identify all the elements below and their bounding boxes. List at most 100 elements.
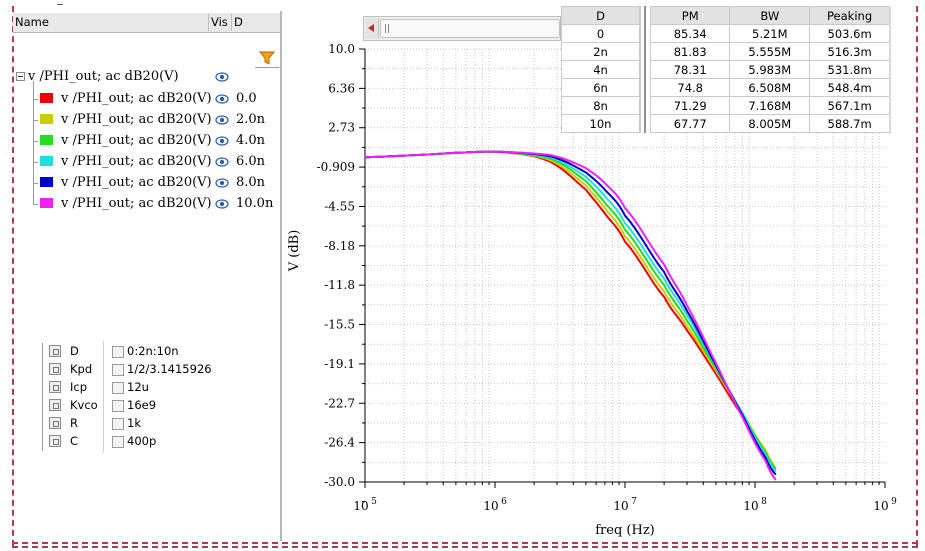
table-cell[interactable]: 78.31 (649, 60, 731, 79)
x-tick-exponent: 9 (891, 497, 897, 507)
column-name-header[interactable]: Name (15, 15, 49, 29)
variable-icon (49, 435, 61, 447)
table-cell[interactable]: 0 (561, 24, 640, 43)
tree-connector (33, 120, 38, 121)
column-separator[interactable] (208, 14, 209, 31)
trace-color-swatch (40, 156, 53, 166)
column-separator[interactable] (231, 14, 232, 31)
table-cell[interactable]: 10n (561, 114, 640, 133)
table-cell[interactable]: 7.168M (729, 96, 811, 115)
table-cell[interactable]: 67.77 (649, 114, 731, 133)
table-cell[interactable]: 5.21M (729, 24, 811, 43)
column-d-header[interactable]: D (234, 15, 243, 29)
panel-divider[interactable] (280, 11, 282, 541)
series-line-10.0n (364, 150, 777, 481)
window-frame-left (12, 6, 14, 546)
trace-label: v /PHI_out; ac dB20(V) (61, 112, 212, 127)
trace-row[interactable]: v /PHI_out; ac dB20(V) (40, 174, 240, 192)
x-tick-label: 10 (873, 499, 888, 513)
table-cell[interactable]: 2n (561, 42, 640, 61)
variable-icon (49, 345, 61, 357)
x-tick-label: 10 (743, 499, 758, 513)
eye-icon[interactable] (215, 94, 229, 104)
tree-root-label: v /PHI_out; ac dB20(V) (28, 69, 179, 84)
table-cell[interactable]: 85.34 (649, 24, 731, 43)
y-tick-label: -30.0 (324, 475, 355, 489)
table-cell[interactable]: 71.29 (649, 96, 731, 115)
eye-icon[interactable] (215, 178, 229, 188)
eye-icon[interactable] (215, 136, 229, 146)
y-tick-label: -15.5 (324, 318, 355, 332)
scroll-left-button[interactable] (365, 18, 379, 39)
eye-icon[interactable] (215, 72, 229, 82)
trace-label: v /PHI_out; ac dB20(V) (61, 154, 212, 169)
table-cell[interactable]: 5.983M (729, 60, 811, 79)
tree-connector (33, 204, 38, 205)
variable-checkbox[interactable] (112, 436, 124, 448)
trace-d-value: 8.0n (236, 175, 266, 190)
column-vis-header[interactable]: Vis (211, 15, 228, 29)
table-edge (889, 6, 891, 134)
trace-row[interactable]: v /PHI_out; ac dB20(V) (40, 195, 240, 213)
table-cell[interactable]: 588.7m (809, 114, 890, 133)
trace-row[interactable]: v /PHI_out; ac dB20(V) (40, 90, 240, 108)
eye-icon[interactable] (215, 157, 229, 167)
variable-value[interactable]: 0:2n:10n (127, 344, 179, 358)
filter-button[interactable] (255, 49, 279, 68)
window-frame-bottom (12, 542, 918, 544)
eye-icon[interactable] (215, 199, 229, 209)
scroll-grip-icon (385, 24, 389, 33)
variable-value[interactable]: 1/2/3.1415926 (127, 362, 212, 376)
table-cell[interactable]: 8n (561, 96, 640, 115)
x-tick-exponent: 6 (501, 497, 507, 507)
plot-scrollbar[interactable] (363, 16, 561, 41)
table-cell[interactable]: 503.6m (809, 24, 890, 43)
table-cell[interactable]: 531.8m (809, 60, 890, 79)
table-cell[interactable]: 6.508M (729, 78, 811, 97)
trace-row[interactable]: v /PHI_out; ac dB20(V) (40, 132, 240, 150)
column-header[interactable]: D (561, 6, 640, 25)
y-tick-label: 6.36 (328, 81, 355, 95)
table-cell[interactable]: 74.8 (649, 78, 731, 97)
table-cell[interactable]: 548.4m (809, 78, 890, 97)
table-cell[interactable]: 81.83 (649, 42, 731, 61)
filter-icon (258, 51, 276, 65)
trace-d-value: 10.0n (236, 196, 274, 211)
variable-name: Kvco (70, 398, 98, 412)
trace-color-swatch (40, 177, 53, 187)
table-cell[interactable]: 567.1m (809, 96, 890, 115)
column-header[interactable]: Peaking (809, 6, 890, 25)
x-tick-label: 10 (613, 499, 628, 513)
variable-value[interactable]: 400p (127, 434, 157, 448)
table-cell[interactable]: 4n (561, 60, 640, 79)
variables-tree-line (42, 343, 43, 451)
variable-checkbox[interactable] (112, 382, 124, 394)
tree-header: Name Vis D (13, 13, 280, 33)
trace-row[interactable]: v /PHI_out; ac dB20(V) (40, 111, 240, 129)
table-cell[interactable]: 516.3m (809, 42, 890, 61)
variable-value[interactable]: 12u (127, 380, 149, 394)
tree-connector (33, 162, 38, 163)
variable-value[interactable]: 1k (127, 416, 141, 430)
column-header[interactable]: PM (649, 6, 731, 25)
table-cell[interactable]: 8.005M (729, 114, 811, 133)
variable-checkbox[interactable] (112, 418, 124, 430)
trace-color-swatch (40, 93, 53, 103)
scroll-thumb[interactable] (380, 19, 560, 38)
table-cell[interactable]: 5.555M (729, 42, 811, 61)
column-header[interactable]: BW (729, 6, 811, 25)
variable-value[interactable]: 16e9 (127, 398, 157, 412)
table-cell[interactable]: 6n (561, 78, 640, 97)
trace-label: v /PHI_out; ac dB20(V) (61, 91, 212, 106)
variable-checkbox[interactable] (112, 346, 124, 358)
table-splitter[interactable] (640, 6, 650, 133)
variable-checkbox[interactable] (112, 400, 124, 412)
collapse-icon[interactable] (16, 72, 26, 82)
variable-icon (49, 399, 61, 411)
trace-row[interactable]: v /PHI_out; ac dB20(V) (40, 153, 240, 171)
tree-root[interactable]: v /PHI_out; ac dB20(V) (16, 68, 246, 86)
eye-icon[interactable] (215, 115, 229, 125)
x-tick-exponent: 5 (371, 497, 377, 507)
variable-checkbox[interactable] (112, 364, 124, 376)
trace-color-swatch (40, 198, 53, 208)
